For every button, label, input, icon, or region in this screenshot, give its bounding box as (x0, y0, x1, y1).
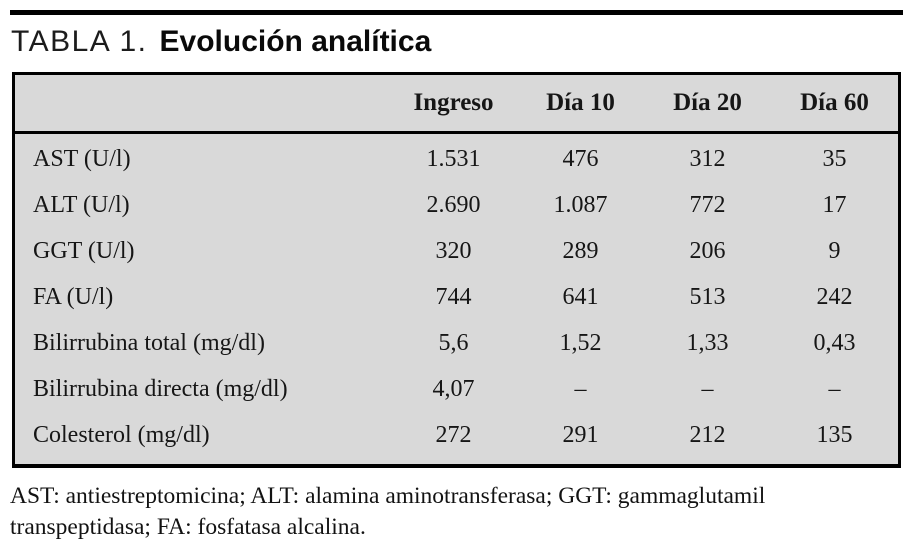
cell-value: 9 (828, 237, 841, 264)
row-label: Colesterol (mg/dl) (33, 421, 210, 448)
cell-value: 513 (689, 283, 726, 310)
table-row-alt: ALT (U/l) 2.690 1.087 772 17 (15, 182, 898, 228)
table-row-bilirrubina-directa: Bilirrubina directa (mg/dl) 4,07 – – – (15, 366, 898, 412)
top-rule (10, 10, 903, 15)
footnote-line-1: AST: antiestreptomicina; ALT: alamina am… (10, 483, 766, 509)
data-table: Ingreso Día 10 Día 20 Día 60 AST (U/l) 1… (12, 72, 901, 468)
table-number: TABLA 1. (11, 25, 148, 58)
table-row-colesterol: Colesterol (mg/dl) 272 291 212 135 (15, 412, 898, 458)
table-row-ast: AST (U/l) 1.531 476 312 35 (15, 136, 898, 182)
cell-value: 212 (689, 421, 726, 448)
cell-value: 17 (822, 191, 847, 218)
cell-value: 1.531 (426, 145, 481, 172)
cell-value: 5,6 (438, 329, 469, 356)
cell-value: 312 (689, 145, 726, 172)
table-body: AST (U/l) 1.531 476 312 35 ALT (U/l) 2.6… (15, 134, 898, 458)
header-cell-ingreso: Ingreso (413, 89, 494, 116)
row-label: GGT (U/l) (33, 237, 135, 264)
cell-value: 320 (435, 237, 472, 264)
table-row-ggt: GGT (U/l) 320 289 206 9 (15, 228, 898, 274)
row-label: AST (U/l) (33, 145, 131, 172)
cell-value: 272 (435, 421, 472, 448)
row-label: FA (U/l) (33, 283, 114, 310)
header-cell-dia-10: Día 10 (546, 89, 615, 116)
cell-value: – (574, 375, 587, 402)
cell-value: 2.690 (426, 191, 481, 218)
cell-value: 772 (689, 191, 726, 218)
row-label: Bilirrubina directa (mg/dl) (33, 375, 288, 402)
table-title: TABLA 1. Evolución analítica (11, 24, 904, 60)
cell-value: 4,07 (432, 375, 475, 402)
cell-value: 206 (689, 237, 726, 264)
header-cell-dia-60: Día 60 (800, 89, 869, 116)
row-label: Bilirrubina total (mg/dl) (33, 329, 265, 356)
table-footnote: AST: antiestreptomicina; ALT: alamina am… (10, 481, 910, 543)
cell-value: 1,52 (559, 329, 602, 356)
cell-value: 1,33 (686, 329, 729, 356)
table-header-row: Ingreso Día 10 Día 20 Día 60 (15, 75, 898, 134)
cell-value: 1.087 (553, 191, 608, 218)
cell-value: 744 (435, 283, 472, 310)
cell-value: 135 (816, 421, 853, 448)
table-title-text: Evolución analítica (159, 25, 432, 58)
cell-value: 0,43 (813, 329, 856, 356)
cell-value: 641 (562, 283, 599, 310)
header-cell-dia-20: Día 20 (673, 89, 742, 116)
cell-value: 289 (562, 237, 599, 264)
row-label: ALT (U/l) (33, 191, 130, 218)
footnote-line-2: transpeptidasa; FA: fosfatasa alcalina. (10, 514, 366, 540)
cell-value: – (701, 375, 714, 402)
cell-value: 291 (562, 421, 599, 448)
cell-value: 35 (822, 145, 847, 172)
table-row-bilirrubina-total: Bilirrubina total (mg/dl) 5,6 1,52 1,33 … (15, 320, 898, 366)
cell-value: 242 (816, 283, 853, 310)
cell-value: 476 (562, 145, 599, 172)
cell-value: – (828, 375, 841, 402)
table-row-fa: FA (U/l) 744 641 513 242 (15, 274, 898, 320)
